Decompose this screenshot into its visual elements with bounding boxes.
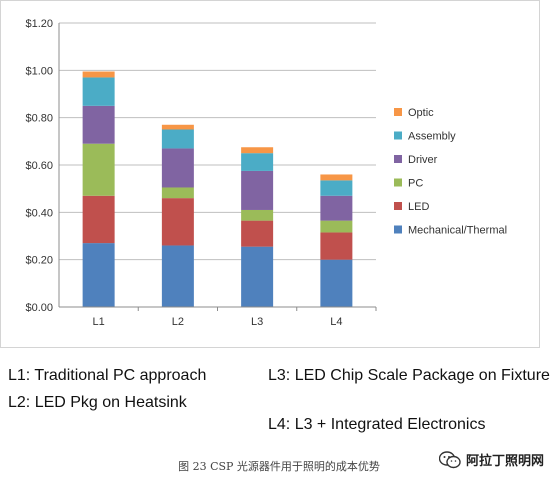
x-tick-label: L3 — [251, 316, 263, 328]
legend-swatch — [394, 225, 402, 234]
bar-l1-optic — [82, 71, 115, 78]
legend-label: Driver — [408, 154, 438, 166]
y-tick-label: $0.20 — [25, 255, 53, 267]
legend-label: PC — [408, 178, 423, 190]
bar-l2-assembly — [161, 129, 194, 149]
bar-l1-driver — [82, 105, 115, 144]
bar-l4-assembly — [320, 180, 353, 196]
x-tick-label: L4 — [330, 316, 342, 328]
legend-swatch — [394, 108, 402, 116]
scenario-notes: L1: Traditional PC approach L2: LED Pkg … — [0, 360, 558, 440]
watermark-text: 阿拉丁照明网 — [465, 454, 544, 469]
legend-label: Mechanical/Thermal — [408, 225, 507, 237]
figure-caption: 图 23 CSP 光源器件用于照明的成本优势 — [178, 460, 380, 473]
bar-l2-mechanical-thermal — [161, 245, 194, 307]
bar-l1-assembly — [82, 77, 115, 106]
legend-swatch — [394, 178, 402, 187]
x-tick-label: L2 — [172, 316, 184, 328]
wechat-icon — [438, 450, 461, 468]
watermark: 阿拉丁照明网 — [438, 450, 544, 469]
y-tick-label: $1.20 — [25, 18, 53, 30]
bar-l2-optic — [161, 124, 194, 130]
legend-label: LED — [408, 201, 429, 213]
bar-l4-optic — [320, 174, 353, 181]
note-l1: L1: Traditional PC approach — [8, 367, 207, 384]
bar-l3-assembly — [241, 153, 274, 171]
legend-swatch — [394, 131, 402, 140]
bar-l3-pc — [241, 209, 274, 221]
bar-l1-led — [82, 195, 115, 244]
y-tick-label: $1.00 — [25, 65, 53, 77]
legend-label: Optic — [408, 107, 434, 119]
bar-l4-driver — [320, 195, 353, 221]
chart-container: $0.00 $0.20 $0.40 $0.60 $0.80 $1.00 $1.20 L1 L2 L… — [0, 0, 540, 348]
note-l4: L4: L3 + Integrated Electronics — [268, 416, 486, 433]
bar-l4-pc — [320, 220, 353, 233]
bar-l1-pc — [82, 143, 115, 196]
bar-l2-driver — [161, 148, 194, 188]
bar-l2-led — [161, 198, 194, 246]
y-tick-label: $0.40 — [25, 207, 53, 219]
bar-l4-led — [320, 232, 353, 260]
y-tick-label: $0.00 — [25, 302, 53, 314]
bar-l2-pc — [161, 187, 194, 199]
note-l3: L3: LED Chip Scale Package on Fixture — [268, 367, 550, 384]
legend-label: Assembly — [408, 131, 456, 143]
bar-l3-optic — [241, 147, 274, 154]
bar-l3-led — [241, 220, 274, 247]
legend-swatch — [394, 202, 402, 210]
stacked-bar-chart: $0.00 $0.20 $0.40 $0.60 $0.80 $1.00 $1.20 L1 L2 L… — [25, 18, 507, 328]
bar-l4-mechanical-thermal — [320, 259, 353, 307]
x-tick-label: L1 — [93, 316, 105, 328]
bar-l3-mechanical-thermal — [241, 246, 274, 307]
legend-swatch — [394, 155, 402, 163]
y-tick-label: $0.80 — [25, 113, 53, 125]
note-l2: L2: LED Pkg on Heatsink — [8, 394, 187, 411]
bar-l1-mechanical-thermal — [82, 243, 115, 307]
y-tick-label: $0.60 — [25, 160, 53, 172]
bar-l3-driver — [241, 170, 274, 210]
